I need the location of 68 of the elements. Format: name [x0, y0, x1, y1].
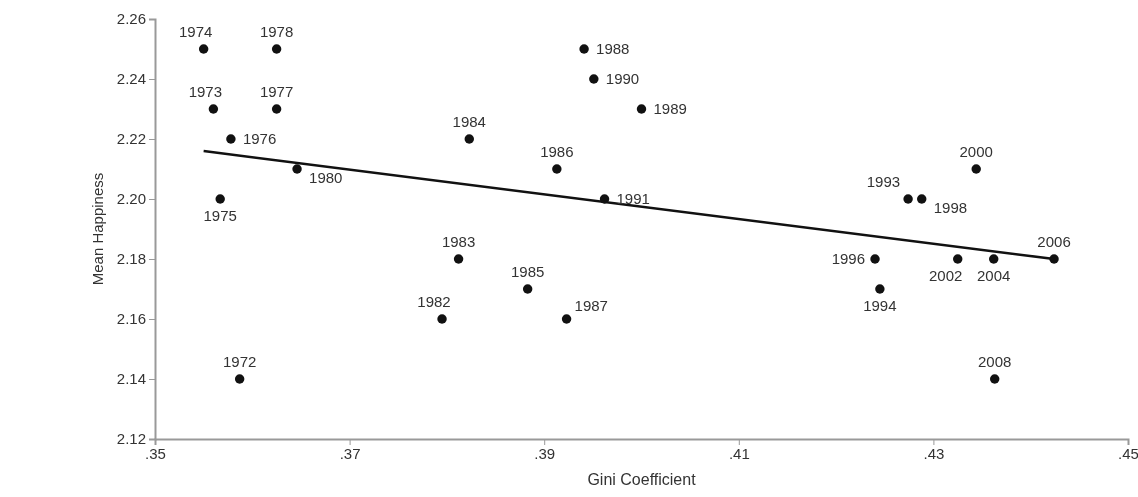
point: [917, 194, 927, 204]
annotation: 1982: [417, 293, 451, 310]
annotation: 1998: [933, 199, 968, 216]
point: [464, 134, 474, 144]
point: [589, 74, 599, 84]
y-tick-label: 2.18: [116, 250, 146, 268]
point: [292, 164, 302, 174]
y-tick-label: 2.20: [116, 190, 146, 208]
point: [875, 284, 885, 294]
y-tick-label: 2.26: [116, 10, 146, 28]
x-tick-label: .39: [534, 444, 556, 462]
annotation: 1985: [510, 263, 545, 280]
point: [198, 44, 209, 54]
y-tick-label: 2.16: [116, 310, 146, 328]
annotation: 1984: [452, 113, 486, 130]
annotation: 1994: [863, 297, 897, 314]
annotation: 1972: [222, 353, 257, 370]
annotation: 2000: [959, 143, 993, 160]
point: [989, 374, 1000, 384]
point: [234, 374, 245, 384]
annotation: 1978: [259, 23, 294, 40]
annotation: 2006: [1037, 233, 1071, 250]
point: [870, 254, 880, 264]
x-tick-label: .43: [923, 444, 945, 462]
annotation: 1980: [309, 169, 343, 186]
point: [903, 194, 913, 204]
x-tick-label: .41: [728, 444, 750, 462]
annotation: 1996: [831, 250, 866, 267]
annotation: 2004: [977, 267, 1011, 284]
y-tick-label: 2.12: [116, 430, 146, 448]
x-tick-label: .45: [1118, 444, 1138, 462]
annotation: 1983: [441, 233, 476, 250]
annotation: 1987: [574, 297, 608, 314]
point: [989, 254, 999, 264]
x-tick-label: .37: [339, 444, 361, 462]
annotation: 1989: [653, 100, 687, 117]
annotation: 1993: [866, 173, 901, 190]
point: [271, 44, 282, 54]
y-axis-title: Mean Happiness: [89, 172, 106, 286]
annotation: 1986: [540, 143, 574, 160]
x-axis-title: Gini Coefficient: [587, 471, 697, 488]
x-tick-label: .35: [145, 444, 166, 462]
annotation: 1976: [242, 130, 277, 147]
point: [953, 254, 963, 264]
annotation: 1974: [178, 23, 213, 40]
point: [226, 134, 236, 144]
point: [522, 284, 533, 294]
annotation: 2008: [978, 353, 1012, 370]
y-tick-label: 2.22: [116, 130, 146, 148]
point: [271, 104, 282, 114]
point: [453, 254, 464, 264]
point: [215, 194, 225, 204]
point: [208, 104, 219, 114]
y-tick-label: 2.24: [116, 70, 146, 88]
point: [579, 44, 589, 54]
point: [636, 104, 647, 114]
point: [552, 164, 562, 174]
annotation: 1990: [605, 70, 640, 87]
annotation: 1991: [616, 190, 650, 207]
annotation: 1988: [596, 40, 630, 57]
point: [561, 314, 572, 324]
annotation: 1973: [188, 83, 223, 100]
annotation: 2002: [929, 267, 963, 284]
y-tick-label: 2.14: [116, 370, 146, 388]
point: [971, 164, 981, 174]
annotation: 1977: [259, 83, 294, 100]
annotation: 1975: [203, 207, 237, 224]
point: [437, 314, 447, 324]
